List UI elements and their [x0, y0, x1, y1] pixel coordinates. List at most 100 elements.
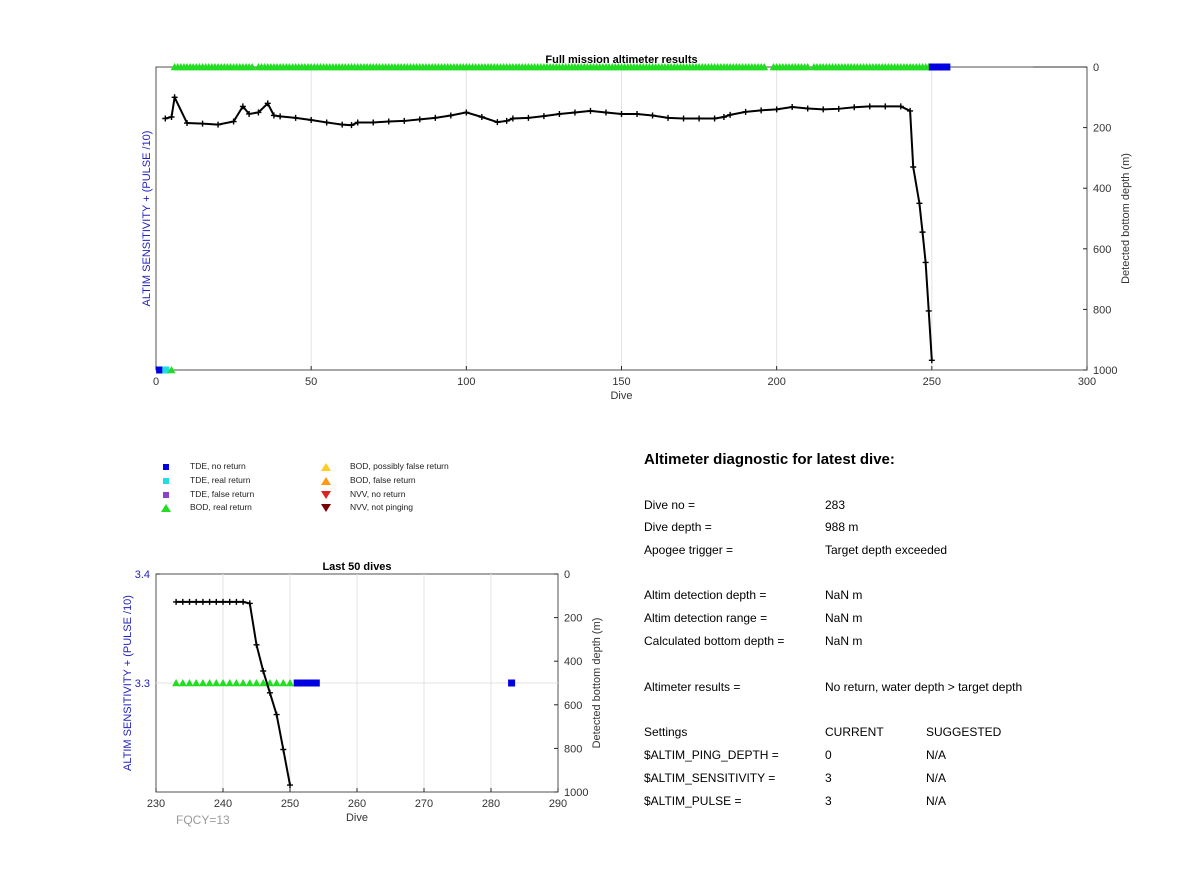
diagnostic-label: Calculated bottom depth =	[644, 634, 785, 648]
bod-marker	[259, 679, 268, 687]
x-tick-label: 50	[305, 376, 317, 388]
x-tick-label: 230	[147, 798, 165, 810]
depth-point	[401, 117, 408, 124]
y-left-tick-label: 3.3	[135, 678, 150, 690]
legend-label: TDE, false return	[190, 489, 255, 499]
legend-item: NVV, no return	[320, 489, 405, 499]
depth-point	[602, 109, 609, 116]
y-right-tick-label: 400	[564, 656, 582, 668]
depth-point	[233, 598, 240, 605]
depth-point	[525, 114, 532, 121]
diagnostic-value: NaN m	[825, 611, 863, 625]
depth-point	[215, 121, 222, 128]
bod-marker	[803, 63, 812, 71]
depth-point	[571, 109, 578, 116]
depth-point	[246, 110, 253, 117]
depth-point	[416, 116, 423, 123]
depth-point	[882, 103, 889, 110]
tde-marker	[293, 679, 320, 687]
depth-point	[928, 357, 935, 364]
x-tick-label: 200	[767, 376, 785, 388]
diagnostic-label: Altim detection depth =	[644, 588, 767, 602]
setting-current: 3	[825, 771, 832, 785]
depth-point	[277, 113, 284, 120]
legend-label: NVV, not pinging	[350, 502, 414, 512]
bod-marker	[760, 63, 769, 71]
diagnostic-label: Dive depth =	[644, 520, 712, 534]
depth-point	[866, 103, 873, 110]
y-left-axis-label: ALTIM SENSITIVITY + (PULSE /10)	[141, 131, 153, 307]
depth-point	[922, 259, 929, 266]
legend-item: NVV, not pinging	[320, 502, 413, 512]
legend-square-icon	[163, 477, 169, 484]
legend-item: TDE, no return	[160, 461, 246, 471]
depth-point	[264, 100, 271, 107]
bod-marker	[212, 679, 221, 687]
legend-triangle-icon	[161, 503, 171, 512]
y-left-axis-label: ALTIM SENSITIVITY + (PULSE /10)	[122, 595, 134, 771]
depth-point	[370, 119, 377, 126]
depth-point	[339, 121, 346, 128]
x-tick-label: 300	[1078, 376, 1096, 388]
depth-point	[742, 108, 749, 115]
diagnostic-value: Target depth exceeded	[825, 543, 948, 557]
diagnostic-value: 988 m	[825, 520, 859, 534]
depth-point	[260, 668, 267, 675]
depth-point	[432, 114, 439, 121]
legend-item: TDE, real return	[160, 475, 250, 485]
depth-point	[213, 598, 220, 605]
y-right-tick-label: 1000	[564, 787, 588, 799]
depth-point	[919, 229, 926, 236]
x-tick-label: 150	[612, 376, 630, 388]
depth-point	[230, 118, 237, 125]
depth-point	[587, 107, 594, 114]
depth-point	[540, 113, 547, 120]
x-tick-label: 0	[153, 376, 159, 388]
depth-point	[280, 746, 287, 753]
bod-marker	[272, 679, 281, 687]
depth-point	[925, 307, 932, 314]
legend-label: TDE, real return	[190, 475, 251, 485]
depth-point	[804, 105, 811, 112]
depth-point	[897, 103, 904, 110]
depth-point	[220, 598, 226, 605]
depth-point	[711, 115, 718, 122]
depth-point	[696, 115, 703, 122]
setting-suggested: N/A	[926, 771, 947, 785]
legend-label: NVV, no return	[350, 489, 406, 499]
x-tick-label: 280	[482, 798, 500, 810]
depth-point	[680, 115, 687, 122]
x-tick-label: 290	[549, 798, 567, 810]
y-right-axis-label: Detected bottom depth (m)	[1120, 153, 1132, 284]
legend-item: BOD, real return	[160, 502, 252, 512]
setting-suggested: N/A	[926, 748, 947, 762]
depth-point	[649, 112, 656, 119]
depth-point	[494, 119, 501, 126]
y-right-tick-label: 600	[1093, 244, 1111, 256]
depth-point	[348, 122, 355, 129]
depth-point	[239, 103, 246, 110]
bod-marker	[205, 679, 214, 687]
depth-point	[758, 107, 765, 114]
y-right-tick-label: 800	[1093, 304, 1111, 316]
depth-point	[385, 118, 392, 125]
depth-point	[193, 598, 200, 605]
legend-triangle-down-icon	[321, 503, 331, 512]
depth-point	[820, 106, 827, 113]
y-right-tick-label: 0	[564, 569, 570, 581]
diagnostic-label: Altimeter results =	[644, 680, 741, 694]
depth-point	[447, 112, 454, 119]
depth-point	[727, 111, 734, 118]
diagnostic-value: NaN m	[825, 634, 863, 648]
legend-triangle-icon	[321, 476, 331, 485]
depth-point	[199, 120, 206, 127]
legend-triangle-down-icon	[321, 490, 331, 499]
bod-marker	[192, 679, 201, 687]
setting-name: $ALTIM_PING_DEPTH =	[644, 748, 779, 762]
depth-point	[266, 689, 273, 696]
bod-marker	[239, 679, 248, 687]
depth-point	[173, 598, 180, 605]
legend-label: TDE, no return	[190, 461, 246, 471]
depth-point	[910, 163, 917, 170]
bod-marker	[232, 679, 241, 687]
